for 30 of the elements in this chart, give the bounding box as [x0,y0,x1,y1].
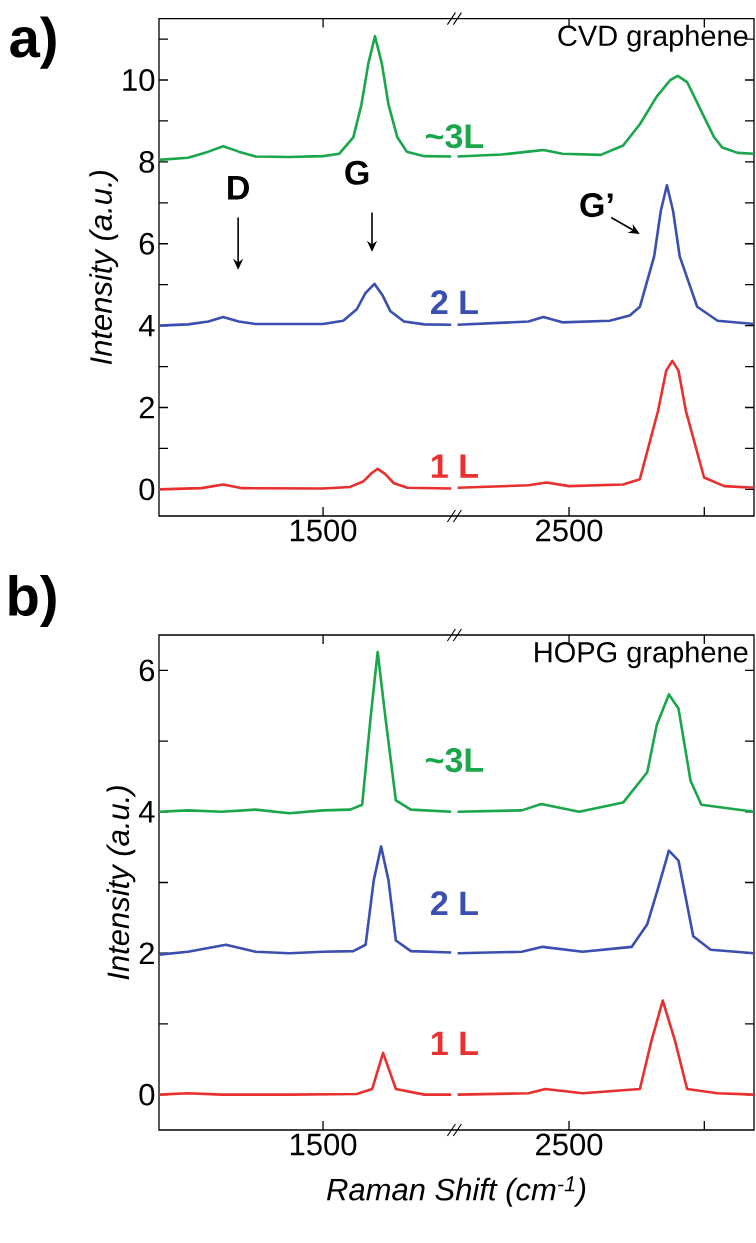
x-tick-label: 2500 [536,519,603,542]
x-axis-title: Raman Shift (cm$^{-1}$) [326,1176,586,1207]
y-tick-label: 2 [139,396,154,419]
y-tick-label: 0 [139,478,155,501]
y-tick-label: 4 [138,801,155,823]
chart-title: a) [10,16,56,69]
y-tick-label: 4 [138,314,155,337]
y-tick-label: 8 [139,150,155,173]
y-tick-label: 6 [139,659,155,682]
series-label: ~3L [425,748,484,773]
y-axis-title: Intensity (a.u.) [89,170,119,365]
series-label: 2 L [431,891,478,916]
chart-title: b) [9,574,56,628]
y-tick-label: 10 [123,69,155,91]
x-tick-label: 1500 [290,1133,357,1156]
annotation: G [345,160,369,185]
series-label: 1 L [432,1031,478,1056]
series-label: ~3L [425,124,484,149]
annotation: CVD graphene [558,24,748,52]
y-tick-label: 0 [139,1083,155,1106]
x-tick-label: 2500 [536,1133,603,1156]
x-tick-label: 1500 [290,519,357,542]
y-tick-label: 6 [139,232,155,255]
annotation: D [228,176,249,200]
series-label: 2 L [431,290,478,315]
series-label: 1 L [432,454,478,478]
y-axis-title: Intensity (a.u.) [106,786,136,980]
y-tick-label: 2 [139,942,154,965]
annotation: G’ [580,193,613,218]
annotation: HOPG graphene [535,641,748,669]
